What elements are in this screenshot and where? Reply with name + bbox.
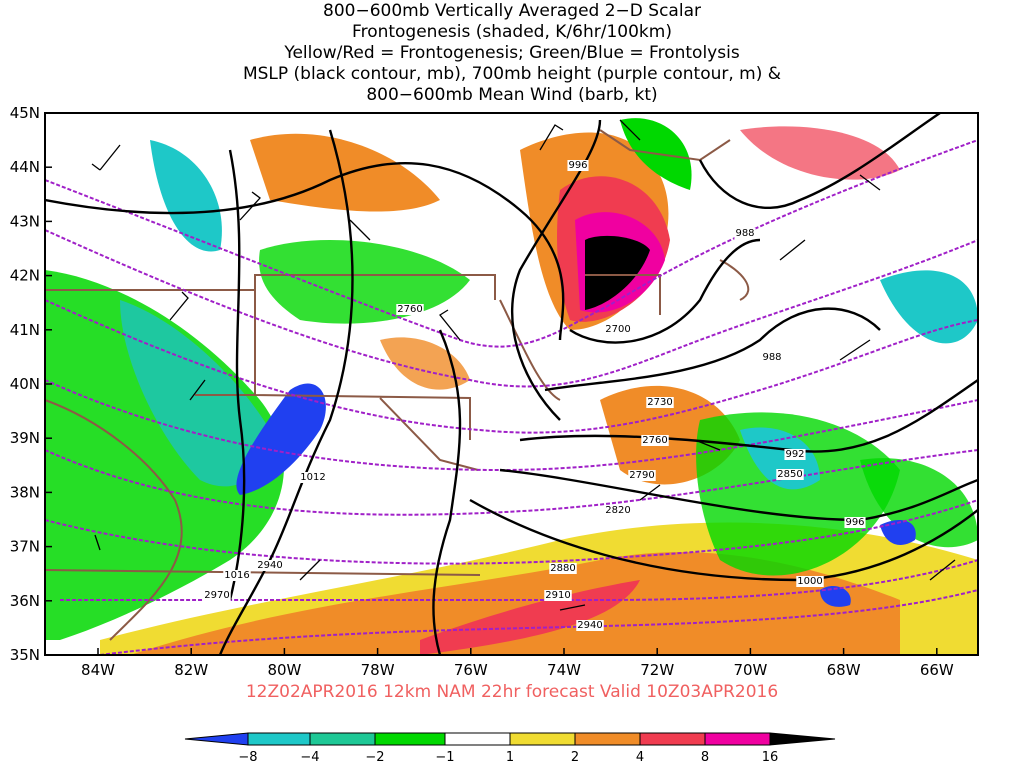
contour-label: 1000	[797, 576, 822, 587]
contour-label: 2730	[647, 397, 672, 408]
colorbar-label: −8	[238, 750, 257, 765]
colorbar-label: 4	[636, 750, 644, 765]
contour-label: 2910	[545, 590, 570, 601]
label-box	[796, 576, 824, 587]
title-line: Yellow/Red = Frontogenesis; Green/Blue =…	[283, 43, 740, 63]
label-box	[776, 469, 804, 480]
label-box	[567, 160, 589, 171]
colorbar-label: −4	[300, 750, 319, 765]
lat-label: 44N	[10, 158, 40, 176]
lat-label: 37N	[10, 538, 40, 556]
height-contours	[45, 139, 978, 655]
contour-label: 2700	[605, 324, 630, 335]
lon-label: 72W	[640, 661, 674, 679]
contour-label: 2850	[777, 469, 802, 480]
lat-label: 45N	[10, 104, 40, 122]
lat-label: 39N	[10, 429, 40, 447]
lat-label: 35N	[10, 646, 40, 664]
colorbar	[184, 732, 836, 746]
lon-label: 66W	[920, 661, 954, 679]
label-box	[604, 324, 632, 335]
label-box	[628, 470, 656, 481]
colorbar-label: 1	[506, 750, 514, 765]
forecast-footer: 12Z02APR2016 12km NAM 22hr forecast Vali…	[246, 682, 778, 702]
lon-label: 78W	[361, 661, 395, 679]
colorbar-label: −2	[365, 750, 384, 765]
contour-label: 2820	[605, 505, 630, 516]
contour-labels: 996 988 2760 2700 988 2730 2760 992 2790…	[203, 160, 866, 631]
title-line: Frontogenesis (shaded, K/6hr/100km)	[352, 22, 672, 42]
label-box	[223, 570, 251, 581]
lon-label: 76W	[454, 661, 488, 679]
label-box	[646, 397, 674, 408]
contour-label: 2940	[577, 620, 602, 631]
lon-label: 68W	[827, 661, 861, 679]
lat-label: 41N	[10, 321, 40, 339]
lon-label: 70W	[733, 661, 767, 679]
contour-label: 1016	[224, 570, 249, 581]
lon-label: 80W	[267, 661, 301, 679]
lat-label: 42N	[10, 267, 40, 285]
borders	[45, 129, 750, 641]
colorbar-labels: −8 −4 −2 −1 1 2 4 8 16	[238, 750, 778, 765]
colorbar-label: 2	[571, 750, 579, 765]
label-box	[784, 449, 806, 460]
wind-barbs	[91, 119, 956, 611]
contour-label: 2760	[642, 435, 667, 446]
label-box	[761, 352, 783, 363]
title-line: MSLP (black contour, mb), 700mb height (…	[243, 64, 781, 84]
contour-label: 988	[762, 352, 781, 363]
contour-label: 988	[735, 228, 754, 239]
lat-label: 36N	[10, 592, 40, 610]
title-line: 800−600mb Mean Wind (barb, kt)	[366, 85, 657, 105]
label-box	[256, 560, 284, 571]
label-box	[299, 472, 327, 483]
pressure-contours	[45, 113, 978, 655]
label-box	[576, 620, 604, 631]
label-box	[604, 505, 632, 516]
label-box	[734, 228, 756, 239]
contour-label: 2970	[204, 590, 229, 601]
label-box	[544, 590, 572, 601]
title-block: 800−600mb Vertically Averaged 2−D Scalar…	[243, 1, 781, 105]
label-box	[844, 517, 866, 528]
title-line: 800−600mb Vertically Averaged 2−D Scalar	[323, 1, 701, 21]
contour-label: 996	[845, 517, 864, 528]
lat-label: 38N	[10, 483, 40, 501]
lon-label: 82W	[174, 661, 208, 679]
contour-label: 2880	[550, 563, 575, 574]
lon-label: 84W	[81, 661, 115, 679]
label-box	[203, 590, 231, 601]
axis-ticks: 45N 44N 43N 42N 41N 40N 39N 38N 37N 36N 35N 84W 82W 8…	[10, 104, 954, 679]
contour-label: 2790	[629, 470, 654, 481]
contour-label: 2760	[397, 304, 422, 315]
lon-label: 74W	[547, 661, 581, 679]
colorbar-label: 8	[701, 750, 709, 765]
label-box	[641, 435, 669, 446]
contour-label: 992	[785, 449, 804, 460]
label-box	[396, 304, 424, 315]
label-box	[549, 563, 577, 574]
colorbar-label: −1	[435, 750, 454, 765]
colorbar-label: 16	[762, 750, 779, 765]
contour-label: 1012	[300, 472, 325, 483]
lat-label: 43N	[10, 212, 40, 230]
lat-label: 40N	[10, 375, 40, 393]
contour-label: 2940	[257, 560, 282, 571]
contour-label: 996	[568, 160, 587, 171]
shading	[45, 118, 978, 655]
